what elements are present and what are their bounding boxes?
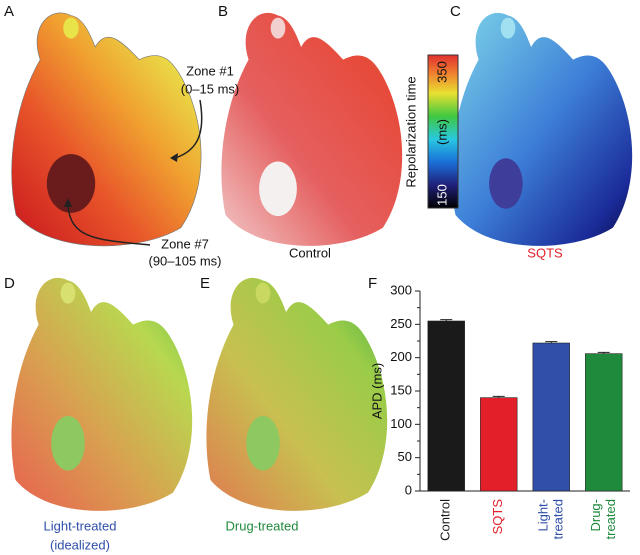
- caption: Light-treated: [44, 518, 117, 533]
- bar: [532, 342, 570, 492]
- error-bar: [597, 351, 610, 354]
- heart-a: [11, 12, 202, 247]
- colorbar-min: 150: [434, 184, 449, 206]
- annotation: (0–15 ms): [181, 81, 240, 96]
- arrow-head: [170, 153, 178, 162]
- error-bar: [545, 341, 558, 343]
- arrow: [67, 204, 151, 246]
- error-bar: [440, 319, 453, 321]
- heart-d: [11, 277, 193, 511]
- caption: SQTS: [527, 245, 563, 260]
- y-axis-label: APD (ms): [369, 363, 384, 419]
- panel-label: F: [368, 275, 377, 292]
- heart-b: [221, 12, 403, 246]
- colorbar-unit: (ms): [434, 119, 449, 145]
- x-tick-label: Drug-treated: [588, 499, 618, 539]
- panel-label: C: [450, 3, 461, 20]
- heart-e: [206, 277, 388, 511]
- colorbar-max: 350: [434, 61, 449, 83]
- annotation: Zone #1: [186, 63, 234, 78]
- y-tick-label: 200: [390, 349, 412, 364]
- bar: [427, 320, 465, 492]
- y-tick-label: 0: [405, 482, 412, 497]
- heart-c: [451, 12, 633, 246]
- annotation: Zone #7: [161, 236, 209, 251]
- y-tick-label: 150: [390, 382, 412, 397]
- caption: Drug-treated: [226, 518, 299, 533]
- caption: (idealized): [50, 537, 110, 552]
- arrow-head: [64, 198, 72, 207]
- x-tick-label: Light-treated: [536, 499, 566, 539]
- error-bar: [492, 395, 505, 398]
- panel-label: B: [218, 3, 228, 20]
- colorbar: [427, 54, 459, 209]
- caption: Control: [289, 245, 331, 260]
- y-tick-label: 300: [390, 282, 412, 297]
- annotation: (90–105 ms): [149, 253, 222, 268]
- panel-label: D: [4, 275, 15, 292]
- y-tick-label: 100: [390, 416, 412, 431]
- y-tick-label: 50: [398, 449, 412, 464]
- x-tick-label: SQTS: [490, 499, 505, 535]
- panel-label: A: [4, 3, 14, 20]
- y-tick-label: 250: [390, 316, 412, 331]
- x-tick-label: Control: [438, 499, 453, 541]
- colorbar-label: Repolarization time: [403, 76, 418, 187]
- arrow: [174, 99, 203, 159]
- bar-chart: APD (ms) 0 50 100 150 200 250 300 Control SQTS Lig…: [369, 282, 630, 541]
- bar: [585, 353, 623, 492]
- bar: [480, 397, 518, 492]
- panel-label: E: [200, 275, 210, 292]
